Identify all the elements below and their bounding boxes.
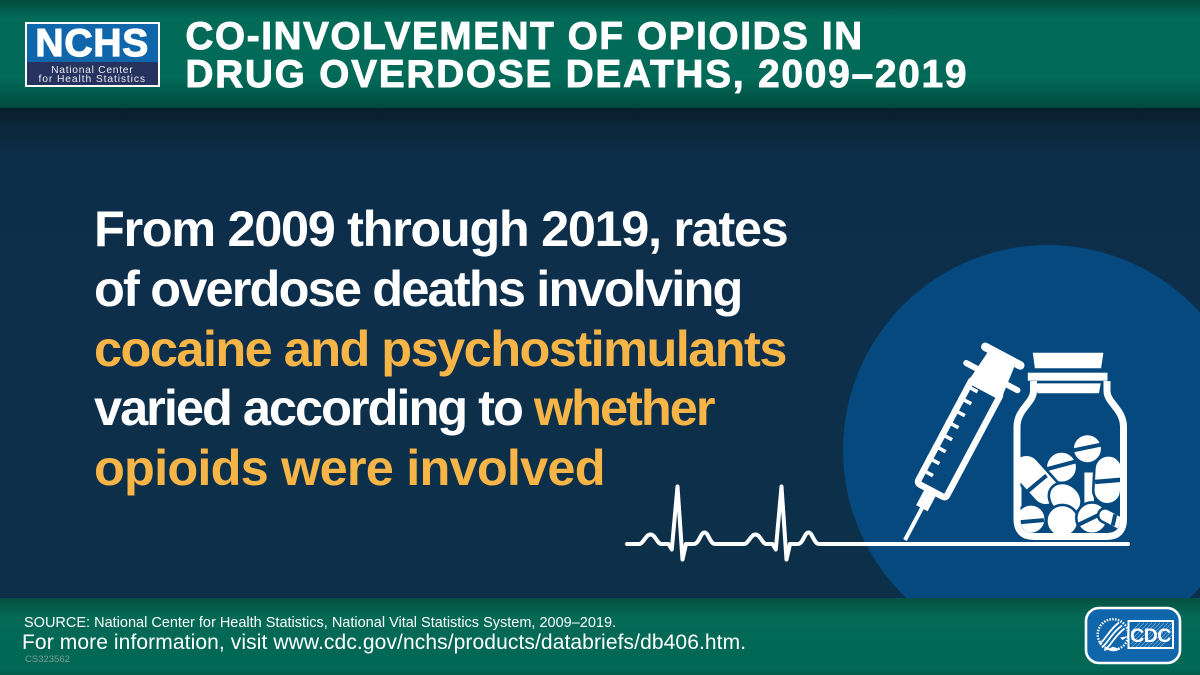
svg-text:CDC: CDC xyxy=(1130,625,1171,647)
